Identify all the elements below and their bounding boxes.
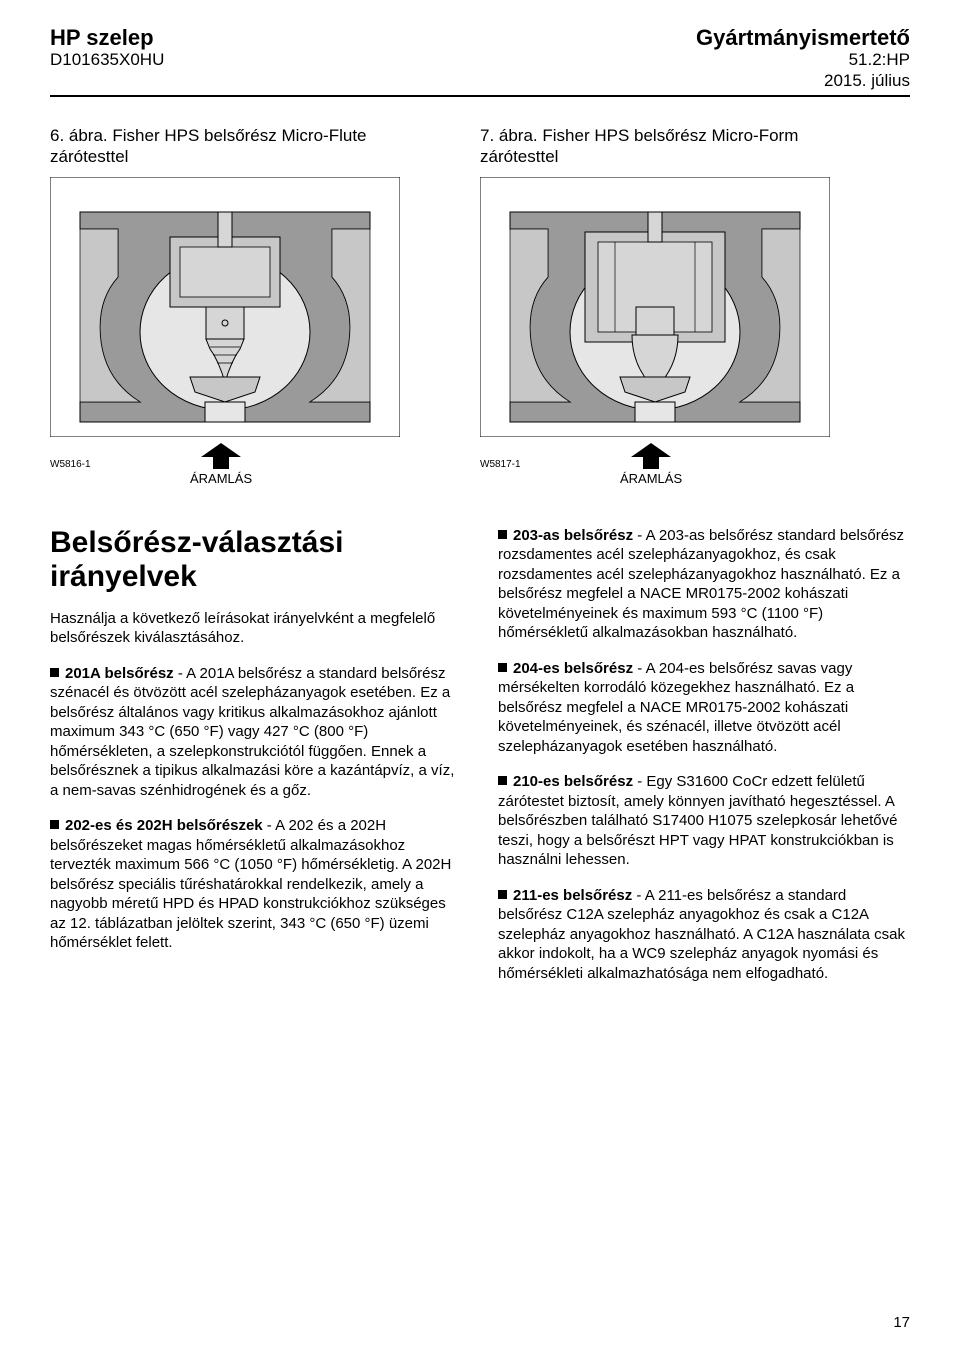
figure-7-footer: W5817-1 ÁRAMLÁS [480,443,830,486]
flow-label-left: ÁRAMLÁS [190,471,252,486]
bullet-text: - A 202 és a 202H belsőrészeket magas hő… [50,817,451,951]
page-number: 17 [893,1314,910,1331]
bullet-lead: 201A belsőrész [65,665,174,682]
figure-6-code: W5816-1 [50,459,140,470]
figure-6: 6. ábra. Fisher HPS belsőrész Micro-Flut… [50,125,400,486]
bullet-211: 211-es belsőrész - A 211-es belsőrész a … [498,886,910,984]
bullet-square-icon [498,890,507,899]
bullet-text: - A 203-as belsőrész standard belsőrész … [498,527,904,642]
bullet-210: 210-es belsőrész - Egy S31600 CoCr edzet… [498,772,910,870]
flow-arrow-right: ÁRAMLÁS [620,443,682,486]
doc-type-title: Gyártmányismertető [696,26,910,50]
bullet-square-icon [498,663,507,672]
bullet-square-icon [498,776,507,785]
header-left: HP szelep D101635X0HU [50,26,164,71]
bullet-201a: 201A belsőrész - A 201A belsőrész a stan… [50,664,462,801]
product-name: HP szelep [50,26,164,50]
arrow-up-icon [201,443,241,469]
bullet-square-icon [50,668,59,677]
figure-6-caption: 6. ábra. Fisher HPS belsőrész Micro-Flut… [50,125,400,169]
bullet-lead: 211-es belsőrész [513,887,632,904]
bullet-202: 202-es és 202H belsőrészek - A 202 és a … [50,816,462,953]
document-code: D101635X0HU [50,50,164,70]
bullet-square-icon [50,820,59,829]
left-column: Belsőrész-választási irányelvek Használj… [50,526,462,1000]
figure-6-footer: W5816-1 ÁRAMLÁS [50,443,400,486]
bullet-203: 203-as belsőrész - A 203-as belsőrész st… [498,526,910,643]
figures-row: 6. ábra. Fisher HPS belsőrész Micro-Flut… [50,125,910,486]
header-right: Gyártmányismertető 51.2:HP 2015. július [696,26,910,91]
flow-label-right: ÁRAMLÁS [620,471,682,486]
figure-7-caption: 7. ábra. Fisher HPS belsőrész Micro-Form… [480,125,830,169]
doc-date: 2015. július [696,71,910,91]
bullet-204: 204-es belsőrész - A 204-es belsőrész sa… [498,659,910,757]
bullet-lead: 210-es belsőrész [513,773,633,790]
flow-arrow-left: ÁRAMLÁS [190,443,252,486]
section-title: Belsőrész-választási irányelvek [50,526,462,595]
section-intro: Használja a következő leírásokat irányel… [50,609,462,648]
figure-7-code: W5817-1 [480,459,570,470]
bullet-lead: 202-es és 202H belsőrészek [65,817,263,834]
doc-series: 51.2:HP [696,50,910,70]
figure-7-diagram [480,177,830,437]
arrow-up-icon [631,443,671,469]
body-columns: Belsőrész-választási irányelvek Használj… [50,526,910,1000]
bullet-lead: 203-as belsőrész [513,527,633,544]
right-column: 203-as belsőrész - A 203-as belsőrész st… [498,526,910,1000]
document-header: HP szelep D101635X0HU Gyártmányismertető… [50,26,910,97]
bullet-lead: 204-es belsőrész [513,660,633,677]
bullet-square-icon [498,530,507,539]
figure-7: 7. ábra. Fisher HPS belsőrész Micro-Form… [480,125,830,486]
bullet-text: - A 201A belsőrész a standard belsőrész … [50,665,454,799]
figure-6-diagram [50,177,400,437]
